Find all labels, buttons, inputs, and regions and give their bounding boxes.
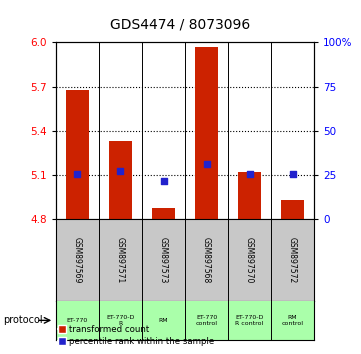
Point	[118, 168, 123, 173]
Text: GSM897572: GSM897572	[288, 237, 297, 283]
Text: GSM897570: GSM897570	[245, 237, 254, 284]
Bar	[109, 141, 132, 219]
Bar	[152, 208, 175, 219]
Text: GSM897573: GSM897573	[159, 237, 168, 284]
Bar	[238, 172, 261, 219]
Text: ET-770-D
R: ET-770-D R	[106, 315, 135, 326]
Text: GDS4474 / 8073096: GDS4474 / 8073096	[110, 18, 251, 32]
Text: ET-770
control: ET-770 control	[196, 315, 218, 326]
Bar	[195, 47, 218, 219]
Bar	[281, 200, 304, 219]
Text: GSM897569: GSM897569	[73, 237, 82, 284]
Text: RM
control: RM control	[282, 315, 304, 326]
Point	[290, 172, 295, 177]
Text: protocol: protocol	[4, 315, 43, 325]
Text: GSM897568: GSM897568	[202, 237, 211, 283]
Point	[75, 172, 81, 177]
Text: ET-770: ET-770	[67, 318, 88, 323]
Bar	[66, 90, 89, 219]
Point	[161, 178, 166, 184]
Point	[247, 172, 252, 177]
Text: RM: RM	[159, 318, 168, 323]
Text: ET-770-D
R control: ET-770-D R control	[235, 315, 264, 326]
Legend: transformed count, percentile rank within the sample: transformed count, percentile rank withi…	[55, 322, 217, 349]
Text: GSM897571: GSM897571	[116, 237, 125, 283]
Point	[204, 161, 209, 167]
